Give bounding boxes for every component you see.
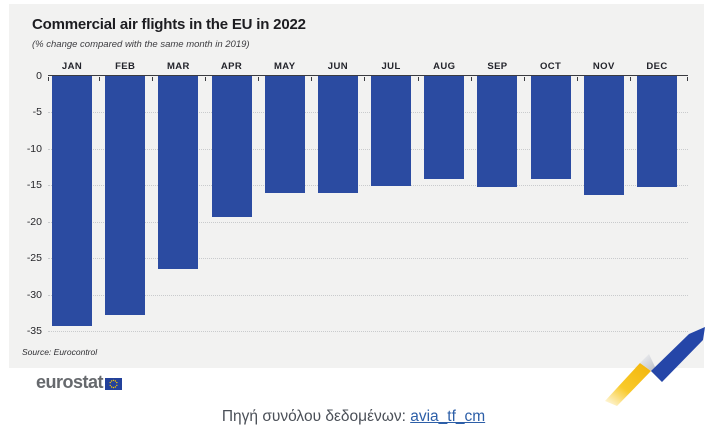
bar-dec xyxy=(636,76,677,187)
gridline--15 xyxy=(48,185,688,187)
axis-tick xyxy=(630,76,632,81)
axis-tick xyxy=(577,76,579,81)
bar-apr xyxy=(211,76,252,218)
eurostat-ribbon-graphic xyxy=(605,327,705,406)
axis-tick xyxy=(524,76,526,81)
caption-label: Πηγή συνόλου δεδομένων: xyxy=(221,408,406,425)
gridline--20 xyxy=(48,221,688,223)
bar-mar xyxy=(158,76,199,270)
axis-tick xyxy=(417,76,419,81)
gridline--25 xyxy=(48,258,688,260)
bar-aug xyxy=(424,76,465,179)
eu-flag-icon xyxy=(105,378,123,390)
x-label-aug: AUG xyxy=(433,61,456,72)
y-tick-label--15: -15 xyxy=(26,179,42,192)
x-label-nov: NOV xyxy=(592,61,615,72)
axis-tick xyxy=(470,76,472,81)
y-tick-label--25: -25 xyxy=(26,252,42,265)
y-tick-label--35: -35 xyxy=(26,325,42,337)
x-label-mar: MAR xyxy=(166,61,190,72)
axis-tick xyxy=(258,76,260,81)
y-tick-label--5: -5 xyxy=(32,106,42,119)
x-label-feb: FEB xyxy=(115,61,136,72)
gridline--35 xyxy=(48,331,688,332)
x-axis-line xyxy=(48,74,688,76)
axis-tick xyxy=(48,76,49,81)
gridline--5 xyxy=(48,112,688,114)
bar-sep xyxy=(477,76,518,188)
gridline--30 xyxy=(48,294,688,296)
bar-nov xyxy=(583,76,624,196)
x-label-sep: SEP xyxy=(487,61,508,72)
x-label-oct: OCT xyxy=(539,61,562,72)
axis-tick xyxy=(364,76,366,81)
y-tick-label--10: -10 xyxy=(26,142,42,155)
dataset-caption: Πηγή συνόλου δεδομένων: avia_tf_cm xyxy=(0,408,707,426)
axis-tick xyxy=(687,76,688,81)
axis-tick xyxy=(311,76,313,81)
chart-title: Commercial air flights in the EU in 2022 xyxy=(32,16,306,33)
bar-may xyxy=(264,76,305,193)
x-label-may: MAY xyxy=(273,61,296,72)
bar-jul xyxy=(371,76,412,186)
eurostat-logo: eurostat xyxy=(36,372,123,393)
gridline--10 xyxy=(48,148,688,150)
bar-feb xyxy=(105,76,146,315)
bar-oct xyxy=(530,76,571,180)
dataset-link[interactable]: avia_tf_cm xyxy=(410,408,486,425)
x-label-apr: APR xyxy=(220,61,243,72)
chart-subtitle: (% change compared with the same month i… xyxy=(32,39,250,50)
bar-chart-plot: JAN FEB MAR APR MAY JUN JUL AUG SEP OCT NOV DEC xyxy=(48,61,688,332)
axis-tick xyxy=(151,76,153,81)
y-tick-label--30: -30 xyxy=(26,288,42,301)
x-label-dec: DEC xyxy=(646,61,668,72)
x-label-jun: JUN xyxy=(327,61,348,72)
x-label-jan: JAN xyxy=(61,61,83,72)
axis-tick xyxy=(98,76,100,81)
source-note: Source: Eurocontrol xyxy=(22,347,98,357)
eurostat-wordmark: eurostat xyxy=(36,372,104,392)
y-axis-labels: 0 -5 -10 -15 -20 -25 -30 -35 xyxy=(0,70,42,337)
y-tick-label--20: -20 xyxy=(26,215,42,228)
bar-jun xyxy=(317,76,358,194)
x-label-jul: JUL xyxy=(381,61,401,72)
y-tick-label-0: 0 xyxy=(36,70,42,82)
axis-tick xyxy=(204,76,206,81)
bar-jan xyxy=(52,76,92,326)
